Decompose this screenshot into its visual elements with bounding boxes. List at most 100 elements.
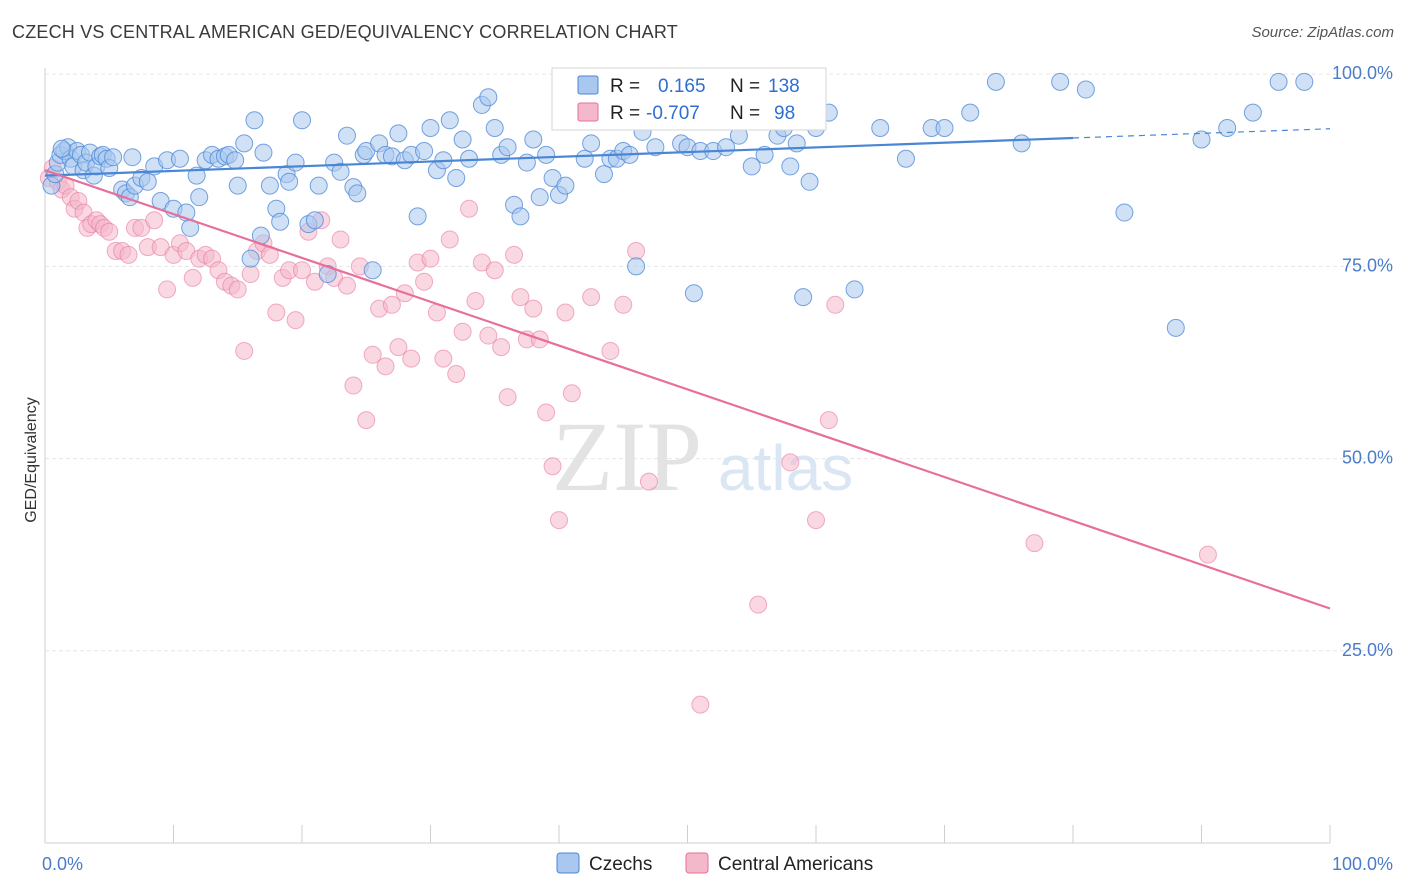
central-american-point bbox=[1198, 545, 1217, 564]
central-american-point bbox=[331, 230, 350, 249]
czech-point bbox=[293, 111, 311, 130]
czech-point bbox=[498, 138, 517, 157]
y-tick-label: 75.0% bbox=[1342, 255, 1393, 275]
series-legend: Czechs Central Americans bbox=[556, 852, 873, 875]
watermark-zip: ZIP bbox=[552, 401, 702, 512]
czech-point bbox=[684, 284, 703, 303]
central-american-point bbox=[479, 326, 498, 345]
axes bbox=[44, 68, 1331, 844]
central-american-point bbox=[363, 345, 382, 364]
czech-point bbox=[440, 111, 459, 130]
czech-r-label: R = bbox=[610, 76, 640, 97]
central-r-label: R = bbox=[610, 103, 640, 124]
czech-point bbox=[961, 103, 980, 122]
central-american-point bbox=[119, 245, 138, 264]
central-american-point bbox=[524, 299, 543, 318]
central-american-point bbox=[235, 341, 254, 360]
central-american-point bbox=[440, 230, 459, 249]
czech-point bbox=[228, 176, 247, 195]
central-american-point bbox=[241, 265, 260, 284]
czech-point bbox=[530, 188, 549, 207]
central-american-point bbox=[415, 272, 434, 291]
czech-point bbox=[260, 176, 279, 195]
central-american-point bbox=[550, 511, 568, 530]
czech-point bbox=[781, 157, 800, 176]
central-american-point bbox=[382, 295, 401, 314]
czech-point bbox=[582, 134, 601, 153]
central-american-point bbox=[511, 288, 530, 307]
central-swatch bbox=[577, 102, 599, 122]
watermark: ZIP atlas bbox=[552, 401, 853, 512]
x-tick-label: 100.0% bbox=[1332, 854, 1393, 874]
central-american-point bbox=[543, 457, 562, 476]
stats-legend: R = 0.165 N = 138 R = -0.707 N = 98 bbox=[551, 67, 827, 131]
czech-point bbox=[1076, 80, 1095, 99]
czech-point bbox=[1243, 103, 1262, 122]
czech-point bbox=[408, 207, 427, 226]
y-axis-title: GED/Equivalency bbox=[23, 397, 40, 522]
czech-point bbox=[271, 212, 290, 231]
central-american-point bbox=[453, 322, 472, 341]
central-american-point bbox=[286, 311, 305, 330]
czech-point bbox=[524, 130, 543, 149]
czech-point bbox=[479, 88, 498, 107]
legend-central-swatch bbox=[685, 852, 709, 874]
central-american-point bbox=[498, 388, 517, 407]
central-american-point bbox=[447, 365, 466, 384]
central-american-point bbox=[158, 280, 177, 299]
czech-point bbox=[187, 166, 206, 185]
central-american-point bbox=[537, 403, 556, 422]
czech-point bbox=[235, 134, 254, 153]
czech-point bbox=[190, 188, 209, 207]
czech-point bbox=[537, 145, 556, 164]
czech-point bbox=[1166, 318, 1185, 337]
x-tick-label: 0.0% bbox=[42, 854, 83, 874]
czech-point bbox=[363, 261, 382, 280]
central-american-point bbox=[267, 303, 286, 322]
czech-point bbox=[104, 148, 123, 167]
czech-point bbox=[800, 172, 819, 191]
czech-point bbox=[646, 138, 665, 157]
czech-point bbox=[331, 162, 350, 181]
czech-point bbox=[755, 145, 774, 164]
central-american-point bbox=[562, 384, 581, 403]
central-american-point bbox=[1025, 534, 1044, 553]
czech-point bbox=[1218, 118, 1237, 137]
czech-point bbox=[794, 288, 813, 307]
central-american-point bbox=[781, 453, 800, 472]
central-american-point bbox=[344, 376, 363, 395]
czech-point bbox=[575, 149, 594, 168]
czech-point bbox=[1115, 203, 1134, 222]
chart-title: CZECH VS CENTRAL AMERICAN GED/EQUIVALENC… bbox=[12, 22, 678, 42]
czech-point bbox=[594, 165, 613, 184]
czech-point bbox=[421, 118, 440, 137]
central-american-point bbox=[100, 222, 119, 241]
czech-point bbox=[1051, 72, 1070, 91]
czech-swatch bbox=[577, 75, 599, 95]
central-american-point bbox=[357, 411, 376, 430]
czech-r-value: 0.165 bbox=[658, 76, 706, 97]
central-american-point bbox=[376, 357, 395, 376]
central-american-point bbox=[460, 199, 479, 218]
tick-labels: 100.0% 75.0% 50.0% 25.0% 0.0% 100.0% bbox=[42, 63, 1393, 874]
central-n-label: N = bbox=[730, 103, 760, 124]
central-n-value: 98 bbox=[774, 103, 795, 124]
czech-point bbox=[896, 149, 915, 168]
central-american-point bbox=[826, 295, 845, 314]
central-american-point bbox=[807, 511, 825, 530]
czech-point bbox=[226, 151, 245, 170]
central-american-point bbox=[183, 268, 202, 287]
czech-point bbox=[123, 148, 142, 167]
central-american-point bbox=[434, 349, 453, 368]
czech-point bbox=[986, 72, 1005, 91]
central-american-point bbox=[492, 338, 511, 357]
legend-central-label: Central Americans bbox=[718, 854, 873, 875]
czech-point bbox=[1269, 72, 1288, 91]
central-american-point bbox=[691, 695, 710, 714]
czech-point bbox=[935, 118, 954, 137]
czech-point bbox=[170, 149, 189, 168]
central-american-point bbox=[819, 411, 838, 430]
czech-point bbox=[871, 118, 890, 137]
czech-point bbox=[742, 157, 761, 176]
czech-point bbox=[389, 124, 408, 143]
